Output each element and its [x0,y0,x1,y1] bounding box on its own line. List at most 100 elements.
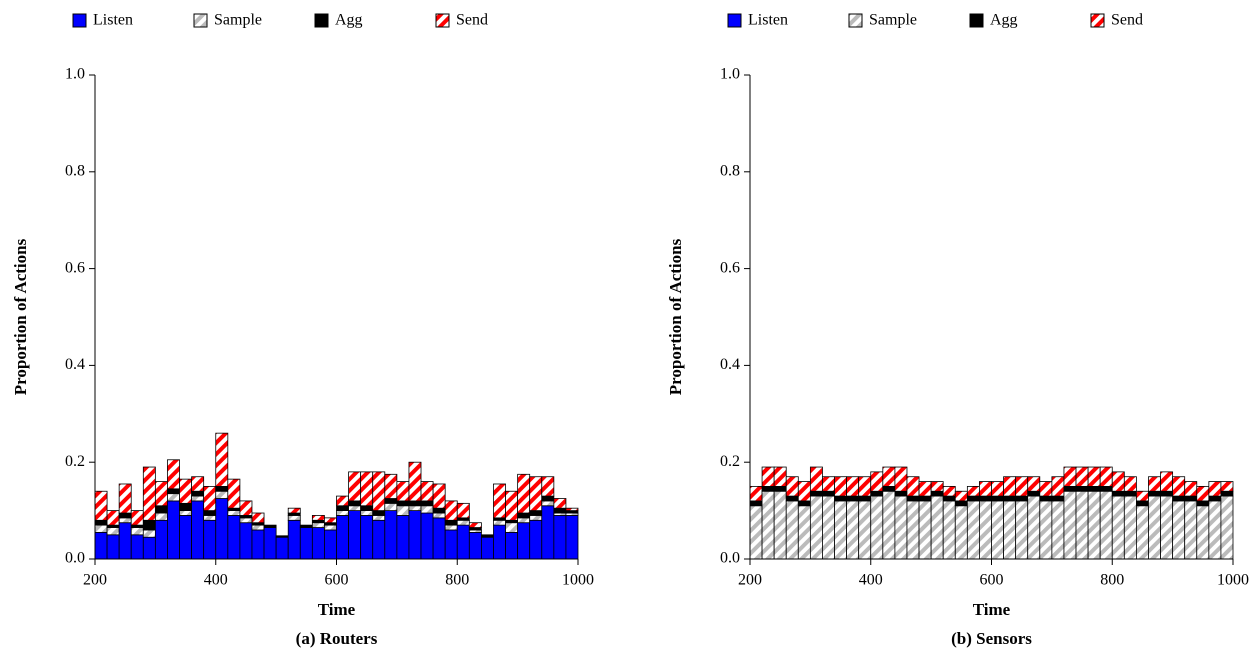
bar-segment [118,517,132,524]
bar-segment [966,495,980,502]
bar-segment [773,466,787,487]
bar-segment [336,495,349,507]
bar-segment [1220,481,1234,492]
bar-segment [480,536,494,560]
bar-segment [1196,500,1210,507]
y-tick-label: 0.4 [65,356,85,373]
bar-segment [130,534,144,560]
bar-segment [167,493,180,502]
bar-segment [468,522,482,528]
bar-segment [287,515,301,521]
bar-segment [1111,490,1125,497]
bar-segment [456,524,470,560]
bar-segment [517,473,531,514]
y-axis-title: Proportion of Actions [11,238,30,395]
bar-segment [529,519,543,560]
bar-segment [179,502,192,511]
y-tick-label: 0.0 [65,550,85,567]
bar-segment [1160,471,1174,492]
y-tick-label: 0.0 [720,550,740,567]
bar-segment [822,476,835,492]
bar-segment [797,500,811,507]
bar-segment [179,510,192,516]
bar-segment [846,476,860,497]
bar-segment [541,500,555,507]
bar-segment [384,502,398,511]
x-axis-title: Time [318,600,356,619]
bar-segment [239,517,253,524]
bar-segment [954,505,968,560]
bar-segment [493,524,506,560]
chart-caption: (b) Sensors [951,629,1032,648]
legend-label: Send [1111,12,1143,29]
bar-segment [1003,495,1017,502]
bar-segment [384,510,398,560]
bar-segment [336,515,349,560]
bar-segment [203,510,217,516]
bar-segment [215,498,229,560]
bar-segment [553,498,567,509]
bar-segment [565,515,579,560]
bar-segment [918,500,932,560]
bar-segment [432,517,446,560]
bar-segment [360,515,374,560]
legend-label: Listen [93,12,133,29]
bar-segment [1172,495,1186,502]
bar-segment [553,515,567,560]
bar-segment [372,510,386,516]
bar-segment [785,495,799,502]
bar-segment [966,485,980,497]
bar-segment [215,432,229,487]
x-tick-label: 800 [445,572,469,589]
bar-segment [142,519,156,531]
y-tick-label: 0.6 [720,259,740,276]
y-tick-label: 0.2 [720,453,740,470]
bar-segment [979,495,992,502]
bar-segment [749,505,763,560]
bar-segment [94,531,108,560]
bar-segment [1027,495,1041,560]
bar-segment [894,466,908,492]
bar-segment [505,531,519,560]
bar-segment [348,510,362,560]
bar-segment [215,485,229,492]
bar-segment [420,505,434,514]
bar-segment [94,519,108,526]
bar-segment [1051,476,1065,497]
bar-segment [324,517,337,524]
bar-segment [142,466,156,521]
bar-segment [203,515,217,521]
bar-segment [954,500,968,507]
bar-segment [420,512,434,560]
bar-segment [858,500,872,560]
legend-label: Sample [869,12,917,29]
bar-segment [275,535,289,538]
bar-segment [930,481,944,492]
bar-segment [773,490,787,560]
bar-segment [263,527,277,560]
legend-label: Send [456,12,488,29]
bar-segment [505,490,519,521]
bar-segment [154,505,168,514]
y-tick-label: 0.8 [65,162,85,179]
bar-segment [154,519,168,560]
bar-segment [553,507,567,514]
bar-segment [1220,495,1234,560]
bar-segment [1063,466,1077,487]
bar-segment [1111,495,1125,560]
bar-segment [444,524,458,531]
legend-swatch [435,13,450,28]
bar-segment [1063,490,1077,560]
bar-segment [918,495,932,502]
bar-segment [505,522,519,533]
bar-segment [239,522,253,560]
bar-segment [1099,466,1113,487]
bar-segment [1208,481,1222,497]
bar-segment [906,476,920,497]
bar-segment [384,473,398,499]
bar-segment [179,515,192,560]
x-tick-label: 1000 [562,572,594,589]
bar-segment [1075,485,1089,492]
bar-segment [154,512,168,521]
